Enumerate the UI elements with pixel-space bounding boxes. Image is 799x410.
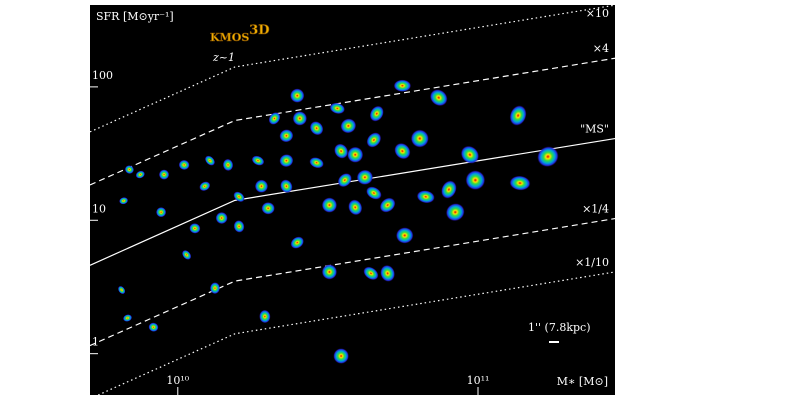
galaxy bbox=[135, 170, 145, 179]
title-superscript: 3D bbox=[249, 23, 269, 38]
y-tick-label: 10 bbox=[92, 202, 106, 215]
reference-line bbox=[89, 137, 616, 266]
galaxy bbox=[123, 314, 133, 322]
title: KMOS3D bbox=[210, 23, 270, 45]
galaxy bbox=[233, 191, 245, 203]
galaxy bbox=[465, 170, 486, 190]
galaxy bbox=[460, 145, 480, 164]
galaxy bbox=[333, 348, 349, 364]
galaxy bbox=[204, 155, 216, 166]
line-label: "MS" bbox=[580, 123, 609, 136]
galaxy bbox=[254, 179, 269, 193]
galaxy bbox=[363, 266, 379, 281]
galaxy bbox=[290, 236, 304, 249]
galaxy bbox=[268, 112, 281, 125]
galaxy bbox=[199, 181, 211, 192]
galaxy bbox=[148, 322, 159, 332]
galaxy bbox=[117, 285, 126, 295]
y-tick-label: 100 bbox=[92, 69, 113, 82]
line-label: ×4 bbox=[593, 42, 609, 55]
galaxy bbox=[292, 111, 308, 126]
galaxy bbox=[410, 129, 429, 148]
reference-line bbox=[89, 217, 616, 347]
galaxy bbox=[124, 165, 134, 174]
galaxy bbox=[222, 158, 234, 172]
galaxy bbox=[182, 250, 192, 260]
galaxy bbox=[309, 121, 324, 136]
galaxy bbox=[509, 105, 527, 126]
galaxy bbox=[366, 186, 382, 200]
galaxy bbox=[441, 180, 457, 199]
galaxy bbox=[394, 142, 411, 160]
y-tick-label: 1 bbox=[92, 336, 99, 349]
y-axis-label: SFR [M⊙yr⁻¹] bbox=[96, 10, 174, 23]
galaxy bbox=[279, 154, 294, 168]
galaxy bbox=[158, 169, 170, 180]
galaxy bbox=[215, 211, 228, 225]
reference-line bbox=[89, 271, 616, 400]
galaxy bbox=[209, 282, 220, 295]
line-label: ×1/4 bbox=[582, 203, 609, 216]
galaxy bbox=[261, 202, 275, 215]
reference-line bbox=[89, 4, 616, 133]
galaxy bbox=[509, 175, 531, 191]
line-label: ×1/10 bbox=[575, 256, 609, 269]
galaxy bbox=[280, 179, 293, 193]
galaxy bbox=[119, 197, 129, 205]
galaxy bbox=[156, 207, 167, 218]
galaxy bbox=[290, 88, 305, 103]
galaxy bbox=[233, 220, 245, 233]
galaxy bbox=[348, 199, 363, 216]
galaxy bbox=[356, 169, 374, 185]
galaxy bbox=[379, 197, 396, 213]
galaxy bbox=[337, 173, 352, 188]
galaxy bbox=[334, 143, 349, 159]
subtitle: z~1 bbox=[212, 51, 235, 64]
galaxy bbox=[395, 227, 414, 244]
galaxy bbox=[321, 264, 338, 280]
galaxy bbox=[329, 102, 345, 114]
scale-annotation: 1'' (7.8kpc) bbox=[528, 321, 591, 334]
x-axis-label: M∗ [M⊙] bbox=[557, 375, 608, 388]
galaxy bbox=[189, 223, 201, 234]
galaxy bbox=[251, 155, 265, 166]
galaxy bbox=[369, 105, 384, 122]
galaxy bbox=[416, 190, 435, 204]
galaxy bbox=[429, 89, 448, 107]
galaxy bbox=[259, 309, 271, 324]
galaxy bbox=[380, 264, 395, 282]
line-label: ×10 bbox=[586, 7, 609, 20]
galaxy bbox=[445, 203, 465, 222]
galaxy bbox=[366, 132, 382, 148]
galaxy bbox=[321, 197, 338, 213]
galaxy bbox=[537, 146, 559, 167]
galaxy bbox=[309, 157, 324, 169]
title-text: KMOS bbox=[210, 31, 249, 44]
galaxy bbox=[178, 159, 190, 170]
galaxy bbox=[340, 118, 357, 134]
reference-line bbox=[89, 57, 616, 186]
x-tick-label: 10¹⁰ bbox=[166, 374, 189, 387]
galaxy bbox=[279, 129, 294, 143]
x-tick-label: 10¹¹ bbox=[467, 374, 490, 387]
galaxy bbox=[347, 146, 364, 163]
galaxy bbox=[393, 79, 412, 92]
